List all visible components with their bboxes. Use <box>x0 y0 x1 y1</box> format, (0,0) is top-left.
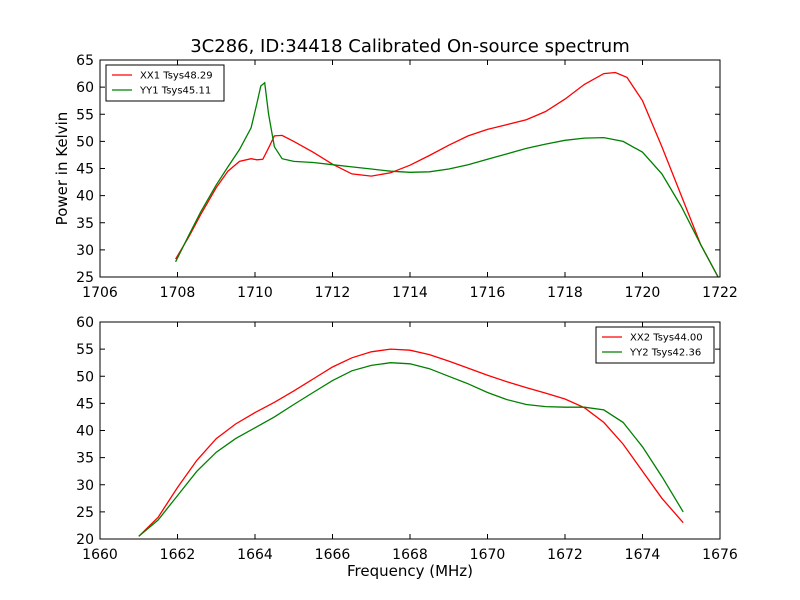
top-legend: XX1 Tsys48.29 YY1 Tsys45.11 <box>105 64 225 102</box>
top-series-line-2 <box>175 81 719 277</box>
bottom-y-tick-label: 45 <box>76 396 94 412</box>
top-x-tick-label: 1714 <box>392 285 428 301</box>
chart-title: 3C286, ID:34418 Calibrated On-source spe… <box>190 36 630 57</box>
top-x-tick-label: 1716 <box>470 285 506 301</box>
top-y-tick-label: 65 <box>76 53 94 69</box>
top-y-axis-label: Power in Kelvin <box>53 112 71 226</box>
top-x-tick-label: 1706 <box>82 285 118 301</box>
bottom-y-tick-label: 40 <box>76 424 94 440</box>
bottom-x-tick-label: 1668 <box>392 547 428 563</box>
top-y-tick-label: 40 <box>76 189 94 205</box>
bottom-legend-entry-1: XX2 Tsys44.00 <box>630 333 703 344</box>
bottom-x-tick-label: 1670 <box>470 547 506 563</box>
bottom-legend: XX2 Tsys44.00 YY2 Tsys42.36 <box>595 326 715 364</box>
top-x-tick-label: 1712 <box>315 285 351 301</box>
bottom-x-tick-label: 1664 <box>237 547 273 563</box>
bottom-y-tick-label: 55 <box>76 342 94 358</box>
top-plot: 1706 1708 1710 1712 1714 1716 1718 1720 1722 25 30… <box>53 53 738 301</box>
top-y-tick-label: 50 <box>76 134 94 150</box>
top-x-tick-label: 1720 <box>625 285 661 301</box>
bottom-legend-entry-2: YY2 Tsys42.36 <box>629 348 701 359</box>
bottom-series-line-1 <box>138 348 684 537</box>
bottom-x-tick-label: 1666 <box>315 547 351 563</box>
top-legend-entry-2: YY1 Tsys45.11 <box>139 86 211 97</box>
top-x-tick-label: 1718 <box>547 285 583 301</box>
bottom-y-tick-label: 60 <box>76 315 94 331</box>
top-legend-box <box>105 64 225 102</box>
top-x-tick-label: 1710 <box>237 285 273 301</box>
bottom-plot: 1660 1662 1664 1666 1668 1670 1672 1674 1676 20 25… <box>76 315 738 563</box>
top-x-tick-label: 1708 <box>160 285 196 301</box>
top-legend-entry-1: XX1 Tsys48.29 <box>140 71 213 82</box>
bottom-y-tick-label: 35 <box>76 451 94 467</box>
bottom-x-tick-label: 1674 <box>625 547 661 563</box>
top-y-tick-label: 35 <box>76 216 94 232</box>
bottom-legend-box <box>595 326 715 364</box>
bottom-y-tick-label: 20 <box>76 532 94 548</box>
top-y-tick-label: 60 <box>76 80 94 96</box>
top-y-tick-label: 25 <box>76 270 94 286</box>
top-y-tick-label: 45 <box>76 162 94 178</box>
top-x-tick-label: 1722 <box>702 285 738 301</box>
bottom-series-line-2 <box>138 362 684 537</box>
top-y-tick-label: 30 <box>76 243 94 259</box>
bottom-x-tick-label: 1662 <box>160 547 196 563</box>
bottom-y-tick-label: 25 <box>76 505 94 521</box>
bottom-y-tick-label: 50 <box>76 369 94 385</box>
x-axis-label: Frequency (MHz) <box>347 562 473 580</box>
top-y-tick-label: 55 <box>76 107 94 123</box>
top-series-line-1 <box>175 71 719 277</box>
bottom-x-tick-label: 1672 <box>547 547 583 563</box>
bottom-x-tick-label: 1676 <box>702 547 738 563</box>
bottom-y-tick-label: 30 <box>76 478 94 494</box>
bottom-x-tick-label: 1660 <box>82 547 118 563</box>
